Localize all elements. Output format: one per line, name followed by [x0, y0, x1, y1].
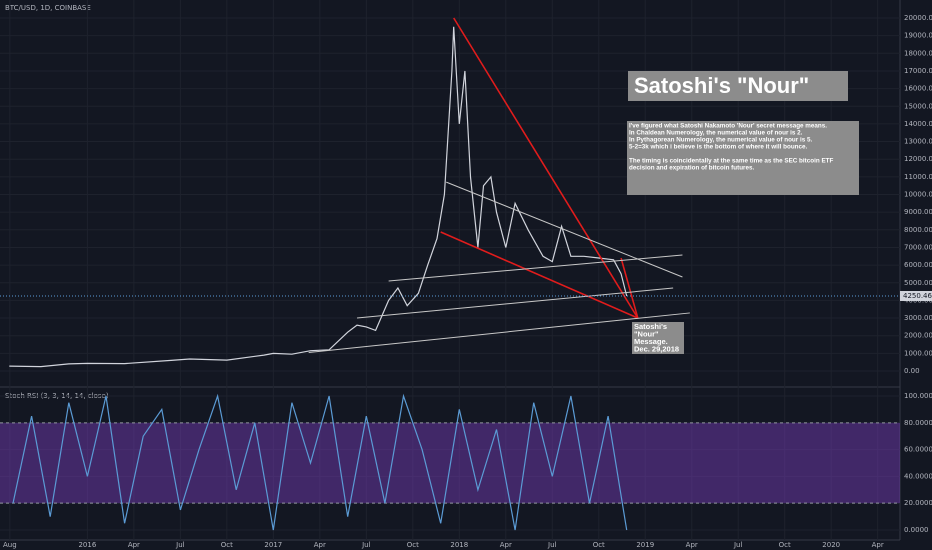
y-tick-label: 60.0000	[904, 446, 932, 454]
x-tick-label: Oct	[779, 541, 791, 549]
callout-text: "Nour"	[634, 329, 659, 338]
callout-text: Satoshi's	[634, 322, 667, 331]
y-tick-label: 15000.00	[904, 102, 932, 110]
y-tick-label: 13000.00	[904, 138, 932, 146]
last-price-box	[900, 290, 932, 301]
y-tick-label: 9000.00	[904, 208, 932, 216]
y-tick-label: 5000.00	[904, 279, 932, 287]
y-tick-label: 17000.00	[904, 67, 932, 75]
symbol-title: BTC/USD, 1D, COINBASE	[5, 4, 91, 12]
y-tick-label: 100.0000	[904, 392, 932, 400]
annotation-title-box	[628, 71, 848, 101]
annotation-text: I've figured what Satoshi Nakamoto 'Nour…	[629, 123, 827, 130]
x-tick-label: Apr	[500, 541, 512, 549]
y-tick-label: 0.00	[904, 367, 920, 375]
annotation-title: Satoshi's "Nour"	[634, 73, 809, 98]
y-tick-label: 80.0000	[904, 419, 932, 427]
x-tick-label: Apr	[686, 541, 698, 549]
x-tick-label: 2016	[78, 541, 96, 549]
annotation-text: The timing is coincidentally at the same…	[629, 158, 833, 165]
x-tick-label: 2019	[636, 541, 654, 549]
y-tick-label: 14000.00	[904, 120, 932, 128]
annotation-text: decision and expiration of bitcoin futur…	[629, 165, 754, 172]
y-tick-label: 40.0000	[904, 472, 932, 480]
trendline	[388, 254, 683, 282]
trendline	[308, 312, 690, 353]
x-tick-label: Apr	[314, 541, 326, 549]
y-tick-label: 16000.00	[904, 85, 932, 93]
y-tick-label: 19000.00	[904, 32, 932, 40]
x-tick-label: Apr	[128, 541, 140, 549]
price-line	[9, 26, 628, 368]
stoch-rsi-line	[12, 393, 628, 531]
x-tick-label: 2017	[264, 541, 282, 549]
x-tick-label: Oct	[407, 541, 419, 549]
x-tick-label: Oct	[593, 541, 605, 549]
y-tick-label: 12000.00	[904, 155, 932, 163]
y-tick-label: 6000.00	[904, 261, 932, 269]
y-tick-label: 3000.00	[904, 314, 932, 322]
x-tick-label: Jul	[175, 541, 185, 549]
callout-text: Dec. 29,2018	[634, 344, 679, 353]
x-tick-label: 2020	[822, 541, 840, 549]
annotation-text: In Chaldean Numerology, the numerical va…	[629, 130, 803, 137]
x-tick-label: Oct	[221, 541, 233, 549]
annotation-text: In Pythagorean Numerology, the numerical…	[629, 137, 812, 144]
trendline	[453, 17, 639, 319]
x-tick-label: Jul	[547, 541, 557, 549]
x-tick-label: 2018	[450, 541, 468, 549]
y-tick-label: 8000.00	[904, 226, 932, 234]
x-tick-label: Apr	[872, 541, 884, 549]
x-tick-label: Aug	[3, 541, 17, 549]
y-tick-label: 20000.00	[904, 14, 932, 22]
y-tick-label: 2000.00	[904, 332, 932, 340]
annotation-text: 5-2=3k which i believe is the bottom of …	[629, 144, 808, 151]
x-tick-label: Jul	[361, 541, 371, 549]
trendline	[356, 287, 674, 319]
y-tick-label: 10000.00	[904, 191, 932, 199]
callout-text: Message.	[634, 337, 668, 346]
y-tick-label: 11000.00	[904, 173, 932, 181]
callout-box	[632, 322, 684, 354]
y-tick-label: 18000.00	[904, 49, 932, 57]
last-price-label: 4250.46	[903, 292, 932, 300]
trendline	[620, 257, 639, 319]
y-tick-label: 1000.00	[904, 349, 932, 357]
y-tick-label: 20.0000	[904, 499, 932, 507]
trendline	[440, 231, 639, 319]
y-tick-label: 0.0000	[904, 526, 929, 534]
y-tick-label: 7000.00	[904, 243, 932, 251]
trendline	[446, 181, 683, 278]
x-tick-label: Jul	[733, 541, 743, 549]
annotation-text-box	[627, 121, 859, 195]
